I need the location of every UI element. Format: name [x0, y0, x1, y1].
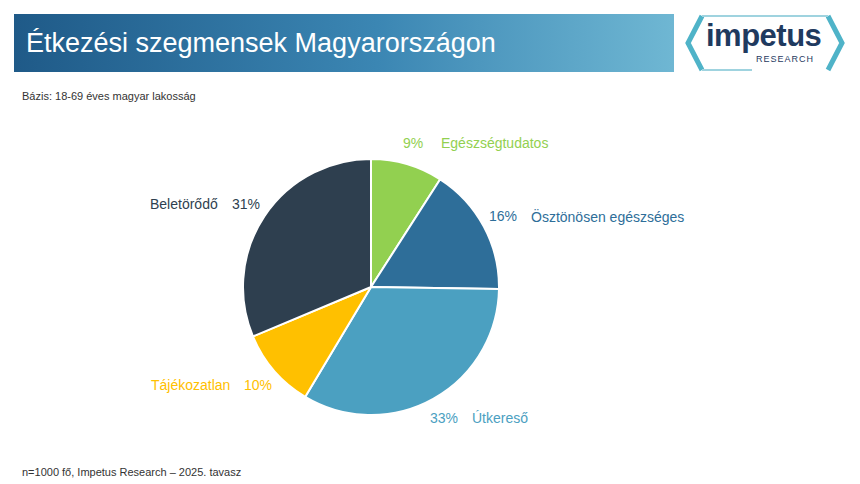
html-text:Bázis: 18-69 éves magyar lakos: Bázis: 18-69 éves magyar lakosság [22, 90, 196, 102]
html-text:Étkezési szegmensek Magyarorsz: Étkezési szegmensek Magyarországon [26, 28, 496, 58]
html-text:impetus: impetus [706, 18, 822, 53]
svg-text:Beletörődő: Beletörődő [150, 196, 218, 212]
html-text:RESEARCH: RESEARCH [756, 54, 814, 64]
svg-text:9%: 9% [403, 135, 423, 151]
svg-text:33%: 33% [430, 410, 458, 426]
svg-text:31%: 31% [232, 196, 260, 212]
svg-text:Ösztönösen egészséges: Ösztönösen egészséges [531, 208, 684, 225]
svg-text:Útkereső: Útkereső [472, 410, 528, 426]
svg-text:Tájékozatlan: Tájékozatlan [151, 377, 230, 393]
svg-text:10%: 10% [244, 377, 272, 393]
html-text:n=1000 fő, Impetus Research –: n=1000 fő, Impetus Research – 2025. tava… [22, 466, 242, 478]
svg-text:Egészségtudatos: Egészségtudatos [441, 135, 548, 151]
svg-text:16%: 16% [489, 208, 517, 224]
